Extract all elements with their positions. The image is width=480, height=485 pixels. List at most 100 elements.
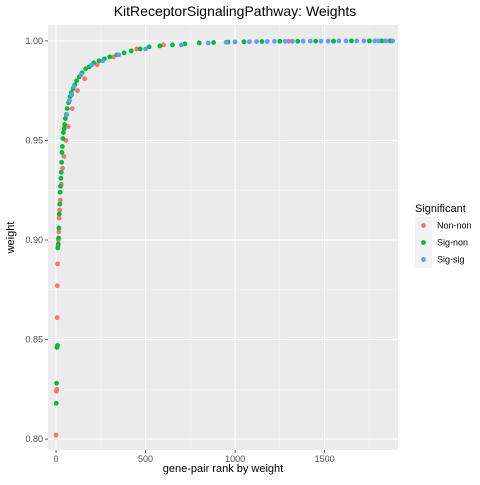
data-point xyxy=(254,39,259,44)
data-point xyxy=(58,169,64,175)
grid xyxy=(48,25,398,450)
data-point xyxy=(277,38,283,44)
data-point xyxy=(211,40,217,45)
data-point xyxy=(116,52,122,58)
series-sig-sig xyxy=(64,38,396,117)
data-point xyxy=(53,432,59,438)
data-point xyxy=(318,38,324,44)
data-point xyxy=(61,126,67,131)
data-point xyxy=(247,39,252,45)
data-point xyxy=(56,229,62,235)
data-point xyxy=(56,211,62,217)
data-point xyxy=(54,386,60,392)
data-point xyxy=(379,38,385,44)
data-point xyxy=(170,42,175,48)
data-point xyxy=(61,153,67,159)
data-point xyxy=(75,88,80,94)
data-point xyxy=(390,38,396,44)
legend-title: Significant xyxy=(415,203,466,215)
data-point xyxy=(54,283,60,289)
data-point xyxy=(295,38,301,44)
data-point xyxy=(300,38,306,44)
y-tick-label: 0.85 xyxy=(25,335,43,345)
x-axis-title: gene-pair rank by weight xyxy=(163,463,283,475)
y-axis-title: weight xyxy=(5,222,17,255)
data-point xyxy=(107,54,113,60)
data-point xyxy=(60,130,66,135)
legend-key-dot xyxy=(421,257,426,262)
data-point xyxy=(223,39,229,45)
data-point xyxy=(349,38,354,44)
y-tick-label: 0.80 xyxy=(25,434,43,444)
axes: 0 500 1000 1500 0.80 0.85 0.90 0.95 1.00 xyxy=(25,36,334,464)
data-point xyxy=(59,150,65,155)
data-points xyxy=(53,38,396,438)
data-point xyxy=(55,245,61,251)
data-point xyxy=(137,46,143,52)
x-tick-label: 1000 xyxy=(225,454,245,464)
data-point xyxy=(361,38,367,44)
data-point xyxy=(58,183,63,189)
data-point xyxy=(56,235,61,241)
data-point xyxy=(336,38,342,44)
data-point xyxy=(56,225,62,231)
data-point xyxy=(64,112,70,117)
data-point xyxy=(128,48,134,54)
data-point xyxy=(69,106,75,112)
x-tick-label: 0 xyxy=(54,454,59,464)
data-point xyxy=(55,261,61,267)
data-point xyxy=(307,38,313,44)
data-point xyxy=(343,38,349,44)
data-point xyxy=(57,197,63,203)
data-point xyxy=(375,38,381,44)
data-point xyxy=(205,40,211,46)
legend-label: Sig-non xyxy=(437,238,468,248)
data-point xyxy=(71,84,77,90)
data-point xyxy=(53,400,59,406)
data-point xyxy=(55,241,61,247)
data-point xyxy=(325,38,331,44)
data-point xyxy=(331,38,336,44)
data-point xyxy=(313,38,319,44)
data-point xyxy=(196,40,202,46)
data-point xyxy=(54,380,59,386)
data-point xyxy=(69,92,75,98)
data-point xyxy=(54,315,60,321)
data-point xyxy=(282,38,288,44)
data-point xyxy=(289,38,295,44)
data-point xyxy=(62,116,68,121)
data-point xyxy=(232,39,238,45)
y-tick-label: 0.90 xyxy=(25,235,43,245)
y-tick-label: 0.95 xyxy=(25,135,43,145)
data-point xyxy=(60,136,66,141)
legend-items: Non-non Sig-non Sig-sig xyxy=(415,217,472,268)
data-point xyxy=(59,159,65,165)
y-tick-label: 1.00 xyxy=(25,36,43,46)
data-point xyxy=(57,189,63,195)
data-point xyxy=(134,46,140,52)
data-point xyxy=(264,39,270,44)
x-tick-label: 500 xyxy=(138,454,153,464)
plot-panel xyxy=(48,25,398,450)
data-point xyxy=(286,38,292,44)
data-point xyxy=(372,38,378,44)
data-point xyxy=(146,44,152,50)
data-point xyxy=(383,38,388,44)
legend-key-dot xyxy=(421,223,426,228)
legend-key-dot xyxy=(421,240,426,245)
data-point xyxy=(64,106,70,112)
data-point xyxy=(241,39,247,45)
series-sig-non xyxy=(53,38,394,406)
legend-label: Sig-sig xyxy=(437,255,465,265)
data-point xyxy=(65,124,71,129)
data-point xyxy=(178,42,184,48)
data-point xyxy=(56,215,62,221)
data-point xyxy=(78,72,84,78)
data-point xyxy=(157,43,163,49)
chart-title: KitReceptorSignalingPathway: Weights xyxy=(114,3,357,19)
data-point xyxy=(59,144,65,149)
data-point xyxy=(57,201,63,207)
data-point xyxy=(60,165,65,171)
data-point xyxy=(83,66,88,72)
